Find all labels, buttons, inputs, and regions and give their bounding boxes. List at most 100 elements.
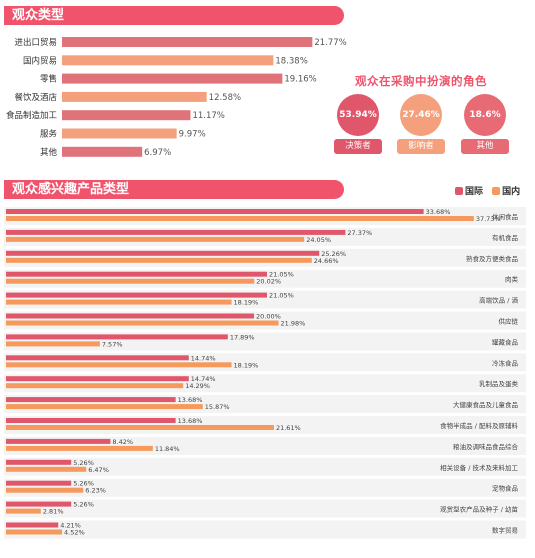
- section-title: 观众感兴趣产品类型: [12, 182, 130, 197]
- bar-intl: [6, 376, 189, 382]
- value-label-intl: 5.26%: [73, 480, 94, 488]
- bar: [62, 55, 274, 66]
- bar-domestic: [6, 445, 153, 451]
- category-label: 供应链: [499, 317, 519, 326]
- value-label: 12.58%: [209, 93, 241, 103]
- category-label: 大健康食品及儿童食品: [453, 400, 518, 409]
- bar-intl: [6, 334, 228, 340]
- value-label-domestic: 14.29%: [185, 382, 210, 390]
- category-label: 餐饮及酒店: [14, 92, 57, 103]
- value-label: 21.77%: [314, 38, 346, 48]
- category-label: 熟食及方便类食品: [466, 254, 518, 263]
- bar-domestic: [6, 341, 100, 347]
- bar: [62, 91, 207, 102]
- row-background: [4, 499, 526, 518]
- row-background: [4, 457, 526, 476]
- bar-intl: [6, 438, 111, 444]
- bar-intl: [6, 397, 176, 403]
- bar-domestic: [6, 508, 41, 514]
- value-label-domestic: 18.19%: [234, 299, 259, 307]
- category-label: 有机食品: [492, 233, 518, 242]
- value-label-intl: 27.37%: [347, 229, 372, 237]
- section-title: 观众类型: [12, 8, 65, 23]
- value-label-intl: 8.42%: [112, 438, 133, 446]
- bar: [62, 110, 191, 121]
- role-item: 18.6% 其他: [461, 94, 509, 154]
- value-label-intl: 13.68%: [178, 396, 203, 404]
- bar-domestic: [6, 529, 63, 535]
- value-label-domestic: 6.23%: [85, 487, 106, 495]
- bar: [62, 73, 283, 84]
- category-label: 高端饮品 / 酒: [479, 296, 518, 305]
- value-label-domestic: 24.05%: [306, 236, 331, 244]
- legend: 国际 国内: [455, 184, 520, 197]
- value-label-intl: 17.89%: [230, 333, 255, 341]
- value-label-domestic: 18.19%: [234, 361, 259, 369]
- category-label: 宠物食品: [492, 484, 518, 493]
- value-label-domestic: 11.84%: [155, 445, 180, 453]
- category-label: 观赏型农产品及种子 / 幼苗: [440, 505, 518, 514]
- bar-intl: [6, 418, 176, 423]
- bar-intl: [6, 355, 189, 361]
- bar-intl: [6, 229, 346, 235]
- bar-domestic: [6, 404, 203, 410]
- category-label: 乳制品及蛋类: [479, 379, 519, 388]
- role-percent: 18.6%: [464, 94, 506, 136]
- category-label: 服务: [40, 129, 58, 140]
- bar-domestic: [6, 320, 279, 326]
- bar-intl: [6, 271, 268, 277]
- bar-intl: [6, 501, 72, 507]
- legend-label-domestic: 国内: [502, 187, 521, 197]
- value-label: 11.17%: [192, 111, 224, 121]
- value-label-intl: 5.26%: [73, 459, 94, 467]
- bar: [62, 128, 177, 139]
- value-label-intl: 25.26%: [321, 250, 346, 258]
- category-label: 肉类: [505, 275, 519, 284]
- role-label: 其他: [461, 139, 509, 154]
- category-label: 食物半成品 / 配料及原辅料: [440, 421, 518, 430]
- role-label: 决策者: [334, 139, 382, 154]
- value-label: 18.38%: [275, 56, 307, 66]
- legend-swatch-intl: [455, 187, 463, 195]
- section-banner-product-interest: 观众感兴趣产品类型: [4, 180, 344, 199]
- category-label: 进出口贸易: [14, 37, 57, 48]
- bar-domestic: [6, 216, 474, 221]
- row-background: [4, 478, 526, 497]
- bar-intl: [6, 313, 254, 319]
- value-label-intl: 21.05%: [269, 271, 294, 279]
- role-percent: 53.94%: [337, 94, 379, 136]
- value-label-domestic: 24.66%: [314, 257, 339, 265]
- row-background: [4, 520, 526, 539]
- value-label-intl: 14.74%: [191, 354, 216, 362]
- bar-intl: [6, 480, 72, 486]
- bar-domestic: [6, 425, 274, 430]
- bar-domestic: [6, 257, 312, 263]
- value-label-domestic: 7.57%: [102, 340, 123, 348]
- value-label: 6.97%: [144, 148, 171, 158]
- category-label: 食品制造加工: [6, 110, 58, 121]
- product-interest-chart: 休闲食品 33.68% 37.73% 有机食品 27.37% 24.05% 熟食及方便类食品…: [4, 207, 526, 539]
- role-label: 影响者: [397, 139, 445, 154]
- value-label-intl: 4.21%: [60, 522, 81, 530]
- bar-domestic: [6, 278, 255, 284]
- bar: [62, 146, 143, 157]
- category-label: 粮油及调味品食品综合: [453, 442, 519, 451]
- value-label-intl: 20.00%: [256, 313, 281, 321]
- bar-domestic: [6, 383, 184, 389]
- bar-domestic: [6, 362, 232, 368]
- value-label-intl: 5.26%: [73, 501, 94, 509]
- audience-type-chart: 进出口贸易 21.77% 国内贸易 18.38% 零售 19.16% 餐饮及酒店 12.58%…: [6, 37, 347, 158]
- category-label: 零售: [40, 74, 57, 85]
- bar-domestic: [6, 466, 87, 472]
- bar: [62, 37, 313, 47]
- bar-domestic: [6, 487, 84, 493]
- role-percent: 27.46%: [400, 94, 442, 136]
- category-label: 罐藏食品: [492, 337, 518, 346]
- value-label-domestic: 2.81%: [43, 508, 64, 516]
- value-label-domestic: 4.52%: [64, 529, 85, 537]
- value-label-domestic: 21.61%: [276, 424, 301, 432]
- legend-label-intl: 国际: [465, 187, 484, 197]
- value-label-domestic: 20.02%: [256, 278, 281, 286]
- bar-intl: [6, 250, 320, 256]
- value-label: 19.16%: [284, 75, 316, 85]
